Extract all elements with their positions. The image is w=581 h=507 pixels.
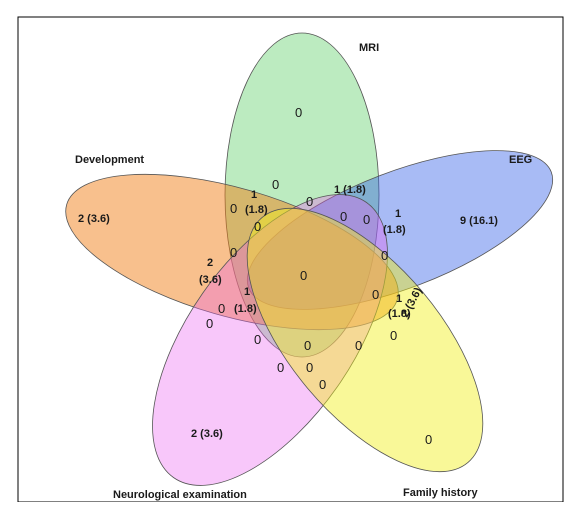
region-right-a: 0 [363, 212, 370, 227]
region-bottom-e: 0 [306, 360, 313, 375]
region-left-c: 0 [206, 316, 213, 331]
region-bottom-c: 0 [355, 338, 362, 353]
region-bottom-b: 0 [304, 338, 311, 353]
region-mri-development-count: 1 [251, 189, 257, 201]
family-history-ellipse [246, 207, 484, 473]
region-family-eeg-count: 1 [396, 293, 402, 305]
region-eeg-neuro-pct: (1.8) [383, 224, 406, 236]
region-development-only: 2 (3.6) [78, 213, 110, 225]
region-bottom-f: 0 [319, 377, 326, 392]
region-eeg-only: 9 (16.1) [460, 215, 498, 227]
region-eeg-neuro-count: 1 [395, 208, 401, 220]
region-neurological-only: 2 (3.6) [191, 428, 223, 440]
mri-ellipse [224, 32, 380, 358]
region-bottom-g: 0 [390, 328, 397, 343]
eeg-set-label: EEG [509, 154, 532, 166]
neurological-examination-set-label: Neurological examination [113, 489, 247, 501]
region-right-c: 0 [372, 287, 379, 302]
region-left-b: 0 [218, 301, 225, 316]
region-mri-a: 0 [230, 201, 237, 216]
region-development-neuro-pct: (3.6) [199, 274, 222, 286]
region-left-1-pct: (1.8) [234, 303, 257, 315]
region-family-only: 0 [425, 432, 432, 447]
region-left-a: 0 [230, 245, 237, 260]
region-mri-development-pct: (1.8) [245, 204, 268, 216]
development-ellipse [65, 173, 399, 331]
region-mri-c: 0 [306, 194, 313, 209]
region-mri-e: 0 [254, 219, 261, 234]
development-set-label: Development [75, 154, 144, 166]
region-bottom-a: 0 [254, 332, 261, 347]
mri-set-label: MRI [359, 42, 379, 54]
region-family-eeg-pct: (1.8) [388, 308, 411, 320]
family-history-set-label: Family history [403, 487, 478, 499]
region-center: 0 [300, 268, 307, 283]
region-development-neuro-count: 2 [207, 257, 213, 269]
region-mri-only: 0 [295, 105, 302, 120]
region-left-1-count: 1 [244, 286, 250, 298]
neurological-examination-ellipse [152, 194, 388, 486]
region-mri-eeg: 1 (1.8) [334, 184, 366, 196]
eeg-ellipse [246, 150, 554, 310]
region-mri-b: 0 [272, 177, 279, 192]
region-bottom-d: 0 [277, 360, 284, 375]
region-mri-d: 0 [340, 209, 347, 224]
region-right-b: 0 [381, 248, 388, 263]
